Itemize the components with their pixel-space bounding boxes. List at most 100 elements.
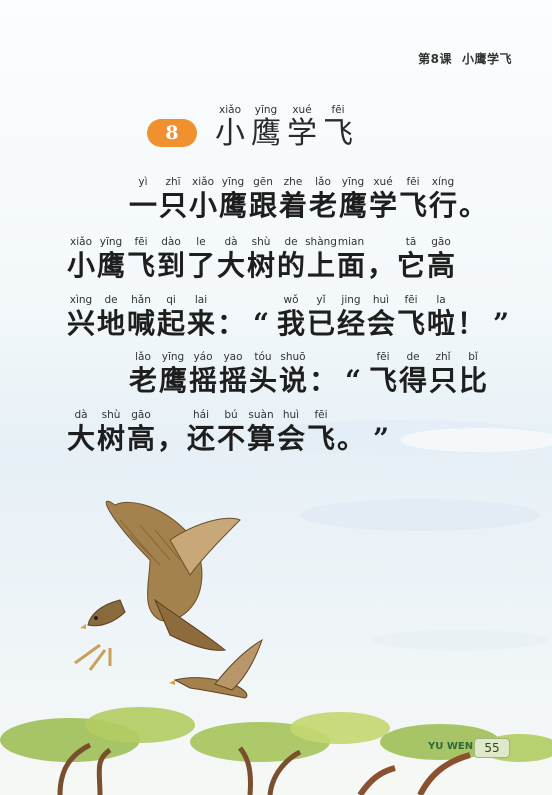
pinyin: de bbox=[104, 294, 118, 306]
character-with-pinyin: xìng 兴 bbox=[66, 292, 96, 340]
character-with-pinyin: zhī 只 bbox=[158, 174, 188, 222]
character-with-pinyin: bǐ 比 bbox=[458, 349, 488, 397]
character-with-pinyin: yao 摇 bbox=[218, 349, 248, 397]
big-eagle-illustration bbox=[74, 500, 241, 671]
character-with-pinyin: dào 到 bbox=[156, 234, 186, 282]
pinyin: xué bbox=[292, 104, 312, 116]
character-with-pinyin: yáo 摇 bbox=[188, 349, 218, 397]
trees-illustration bbox=[0, 707, 552, 795]
character-with-pinyin: gāo 高 bbox=[426, 234, 456, 282]
hanzi: 不 bbox=[216, 422, 245, 455]
pinyin: hǎn bbox=[131, 294, 151, 306]
pinyin: lǎo bbox=[135, 351, 151, 363]
character-with-pinyin: yīng 鹰 bbox=[158, 349, 188, 397]
character-with-pinyin: de 得 bbox=[398, 349, 428, 397]
hanzi: 行 bbox=[428, 189, 457, 222]
page-header: 第8课 小鹰学飞 bbox=[408, 50, 512, 67]
hanzi: 已 bbox=[306, 307, 335, 340]
character-with-pinyin: 。 bbox=[458, 174, 488, 222]
hanzi: ： bbox=[216, 307, 245, 340]
hanzi: 一 bbox=[128, 189, 157, 222]
character-with-pinyin: yīng 鹰 bbox=[248, 102, 284, 150]
hanzi: 喊 bbox=[126, 307, 155, 340]
character-with-pinyin: zhǐ 只 bbox=[428, 349, 458, 397]
character-with-pinyin: la 啦 bbox=[426, 292, 456, 340]
hanzi: 跟 bbox=[248, 189, 277, 222]
character-with-pinyin: fēi 飞 bbox=[398, 174, 428, 222]
pinyin: gāo bbox=[431, 236, 451, 248]
hanzi: 飞 bbox=[396, 307, 425, 340]
hanzi: 我 bbox=[276, 307, 305, 340]
hanzi: 树 bbox=[96, 422, 125, 455]
hanzi: 啦 bbox=[426, 307, 455, 340]
hanzi: 鹰 bbox=[96, 249, 125, 282]
hanzi: 着 bbox=[278, 189, 307, 222]
character-with-pinyin: mian 面 bbox=[336, 234, 366, 282]
small-eagle-illustration bbox=[169, 638, 263, 699]
character-with-pinyin: xué 学 bbox=[368, 174, 398, 222]
hanzi: 到 bbox=[156, 249, 185, 282]
text-line-1: yì 一 zhī 只 xiǎo 小 yīng 鹰 gēn 跟 zhe 着 lǎo 老 yīng 鹰 xué 学 fē… bbox=[128, 174, 488, 222]
cloud-highlight bbox=[400, 428, 552, 452]
hanzi: 说 bbox=[278, 364, 307, 397]
pinyin: hái bbox=[192, 409, 209, 421]
character-with-pinyin: zhe 着 bbox=[278, 174, 308, 222]
character-with-pinyin: fēi 飞 bbox=[126, 234, 156, 282]
pinyin: yáo bbox=[193, 351, 213, 363]
character-with-pinyin: tā 它 bbox=[396, 234, 426, 282]
hanzi: ” bbox=[492, 307, 510, 340]
hanzi: 算 bbox=[246, 422, 275, 455]
character-with-pinyin: 。 bbox=[336, 407, 366, 455]
character-with-pinyin: xiǎo 小 bbox=[212, 102, 248, 150]
pinyin: xué bbox=[373, 176, 393, 188]
pinyin: bú bbox=[224, 409, 238, 421]
pinyin: tā bbox=[405, 236, 417, 248]
character-with-pinyin: yīng 鹰 bbox=[338, 174, 368, 222]
character-with-pinyin: yīng 鹰 bbox=[218, 174, 248, 222]
pinyin: suàn bbox=[248, 409, 274, 421]
character-with-pinyin: shuō 说 bbox=[278, 349, 308, 397]
pinyin: zhǐ bbox=[435, 351, 451, 363]
hanzi: 小 bbox=[215, 116, 245, 151]
text-line-2: xiǎo 小 yīng 鹰 fēi 飞 dào 到 le 了 dà 大 shù 树 de 的 shàng 上 mia… bbox=[66, 234, 456, 282]
pinyin: gēn bbox=[253, 176, 273, 188]
character-with-pinyin: huì 会 bbox=[276, 407, 306, 455]
character-with-pinyin: le 了 bbox=[186, 234, 216, 282]
character-with-pinyin: shù 树 bbox=[246, 234, 276, 282]
character-with-pinyin: fēi 飞 bbox=[306, 407, 336, 455]
subject-label: YU WEN bbox=[428, 741, 474, 752]
pinyin: fēi bbox=[314, 409, 328, 421]
character-with-pinyin: xué 学 bbox=[284, 102, 320, 150]
pinyin: yīng bbox=[221, 176, 245, 188]
hanzi: 飞 bbox=[368, 364, 397, 397]
hanzi: 了 bbox=[186, 249, 215, 282]
hanzi: 。 bbox=[336, 422, 365, 455]
character-with-pinyin: wǒ 我 bbox=[276, 292, 306, 340]
pinyin: de bbox=[406, 351, 420, 363]
pinyin: zhe bbox=[283, 176, 303, 188]
hanzi: 还 bbox=[186, 422, 215, 455]
pinyin: xiǎo bbox=[219, 104, 241, 116]
hanzi: 会 bbox=[276, 422, 305, 455]
character-with-pinyin: tóu 头 bbox=[248, 349, 278, 397]
pinyin: dà bbox=[224, 236, 238, 248]
pinyin: fēi bbox=[406, 176, 420, 188]
character-with-pinyin: suàn 算 bbox=[246, 407, 276, 455]
character-with-pinyin: lǎo 老 bbox=[128, 349, 158, 397]
pinyin: huì bbox=[282, 409, 300, 421]
character-with-pinyin: gāo 高 bbox=[126, 407, 156, 455]
character-with-pinyin: lǎo 老 bbox=[308, 174, 338, 222]
hanzi: 起 bbox=[156, 307, 185, 340]
cloud-middle bbox=[300, 499, 540, 531]
character-with-pinyin: ： bbox=[216, 292, 246, 340]
hanzi: 飞 bbox=[398, 189, 427, 222]
pinyin: shù bbox=[251, 236, 271, 248]
pinyin: yao bbox=[223, 351, 243, 363]
page-number: 55 bbox=[474, 738, 510, 758]
pinyin: yīng bbox=[254, 104, 278, 116]
hanzi: 鹰 bbox=[218, 189, 247, 222]
hanzi: 小 bbox=[188, 189, 217, 222]
character-with-pinyin: lai 来 bbox=[186, 292, 216, 340]
pinyin: xiǎo bbox=[70, 236, 92, 248]
